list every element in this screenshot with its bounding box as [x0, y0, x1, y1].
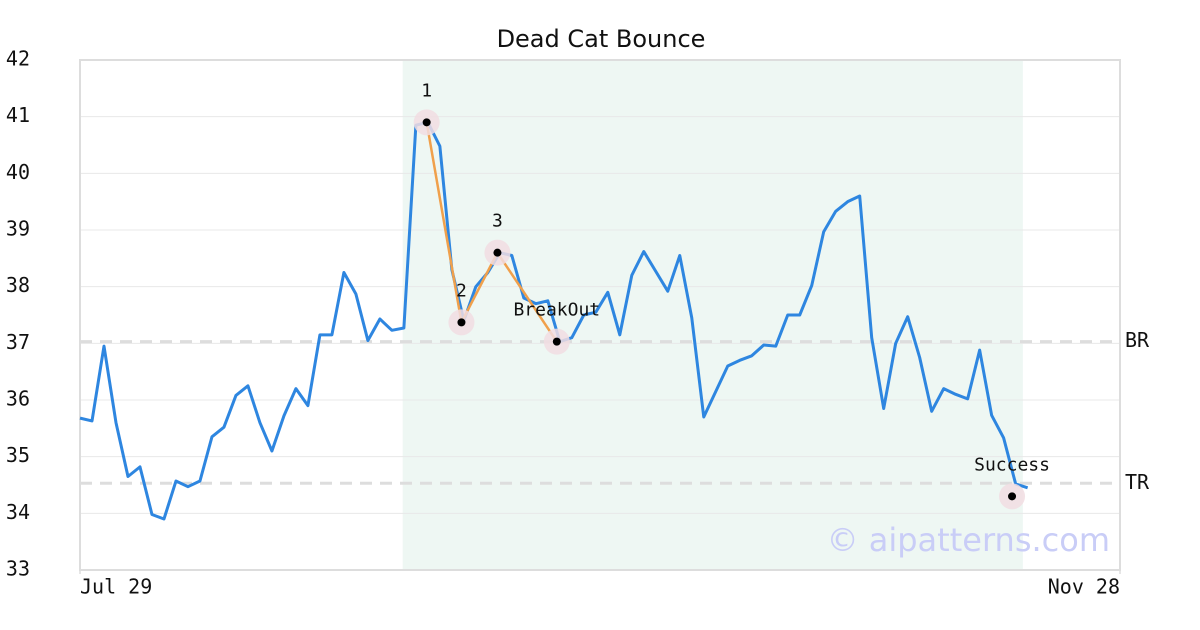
chart-title: Dead Cat Bounce: [497, 25, 706, 53]
level-label: TR: [1125, 470, 1150, 494]
y-tick-label: 36: [6, 387, 30, 411]
plot-frame: [79, 59, 1121, 571]
highlight-region: [402, 60, 1023, 570]
y-tick-label: 38: [6, 273, 30, 297]
y-tick-label: 39: [6, 217, 30, 241]
y-tick-label: 35: [6, 443, 30, 467]
y-tick-label: 33: [6, 557, 30, 581]
point-label: Success: [974, 454, 1050, 475]
y-tick-label: 40: [6, 160, 30, 184]
point-dot: [422, 118, 431, 127]
x-tick-label: Nov 28: [1048, 575, 1120, 599]
point-label: BreakOut: [513, 300, 600, 321]
point-dot: [552, 337, 561, 346]
point-dot: [457, 318, 466, 327]
point-dot: [1008, 492, 1017, 501]
y-tick-label: 34: [6, 500, 30, 524]
price-line: [79, 120, 1029, 521]
y-tick-label: 42: [6, 47, 30, 71]
x-tick-label: Jul 29: [80, 575, 152, 599]
y-tick-label: 41: [6, 103, 30, 127]
point-dot: [493, 248, 502, 257]
level-label: BR: [1125, 328, 1150, 352]
point-label: 2: [456, 280, 467, 301]
y-tick-label: 37: [6, 330, 30, 354]
pattern-line: [425, 122, 558, 343]
point-label: 1: [421, 80, 432, 101]
point-label: 3: [492, 211, 503, 232]
watermark: © aipatterns.com: [827, 521, 1110, 559]
